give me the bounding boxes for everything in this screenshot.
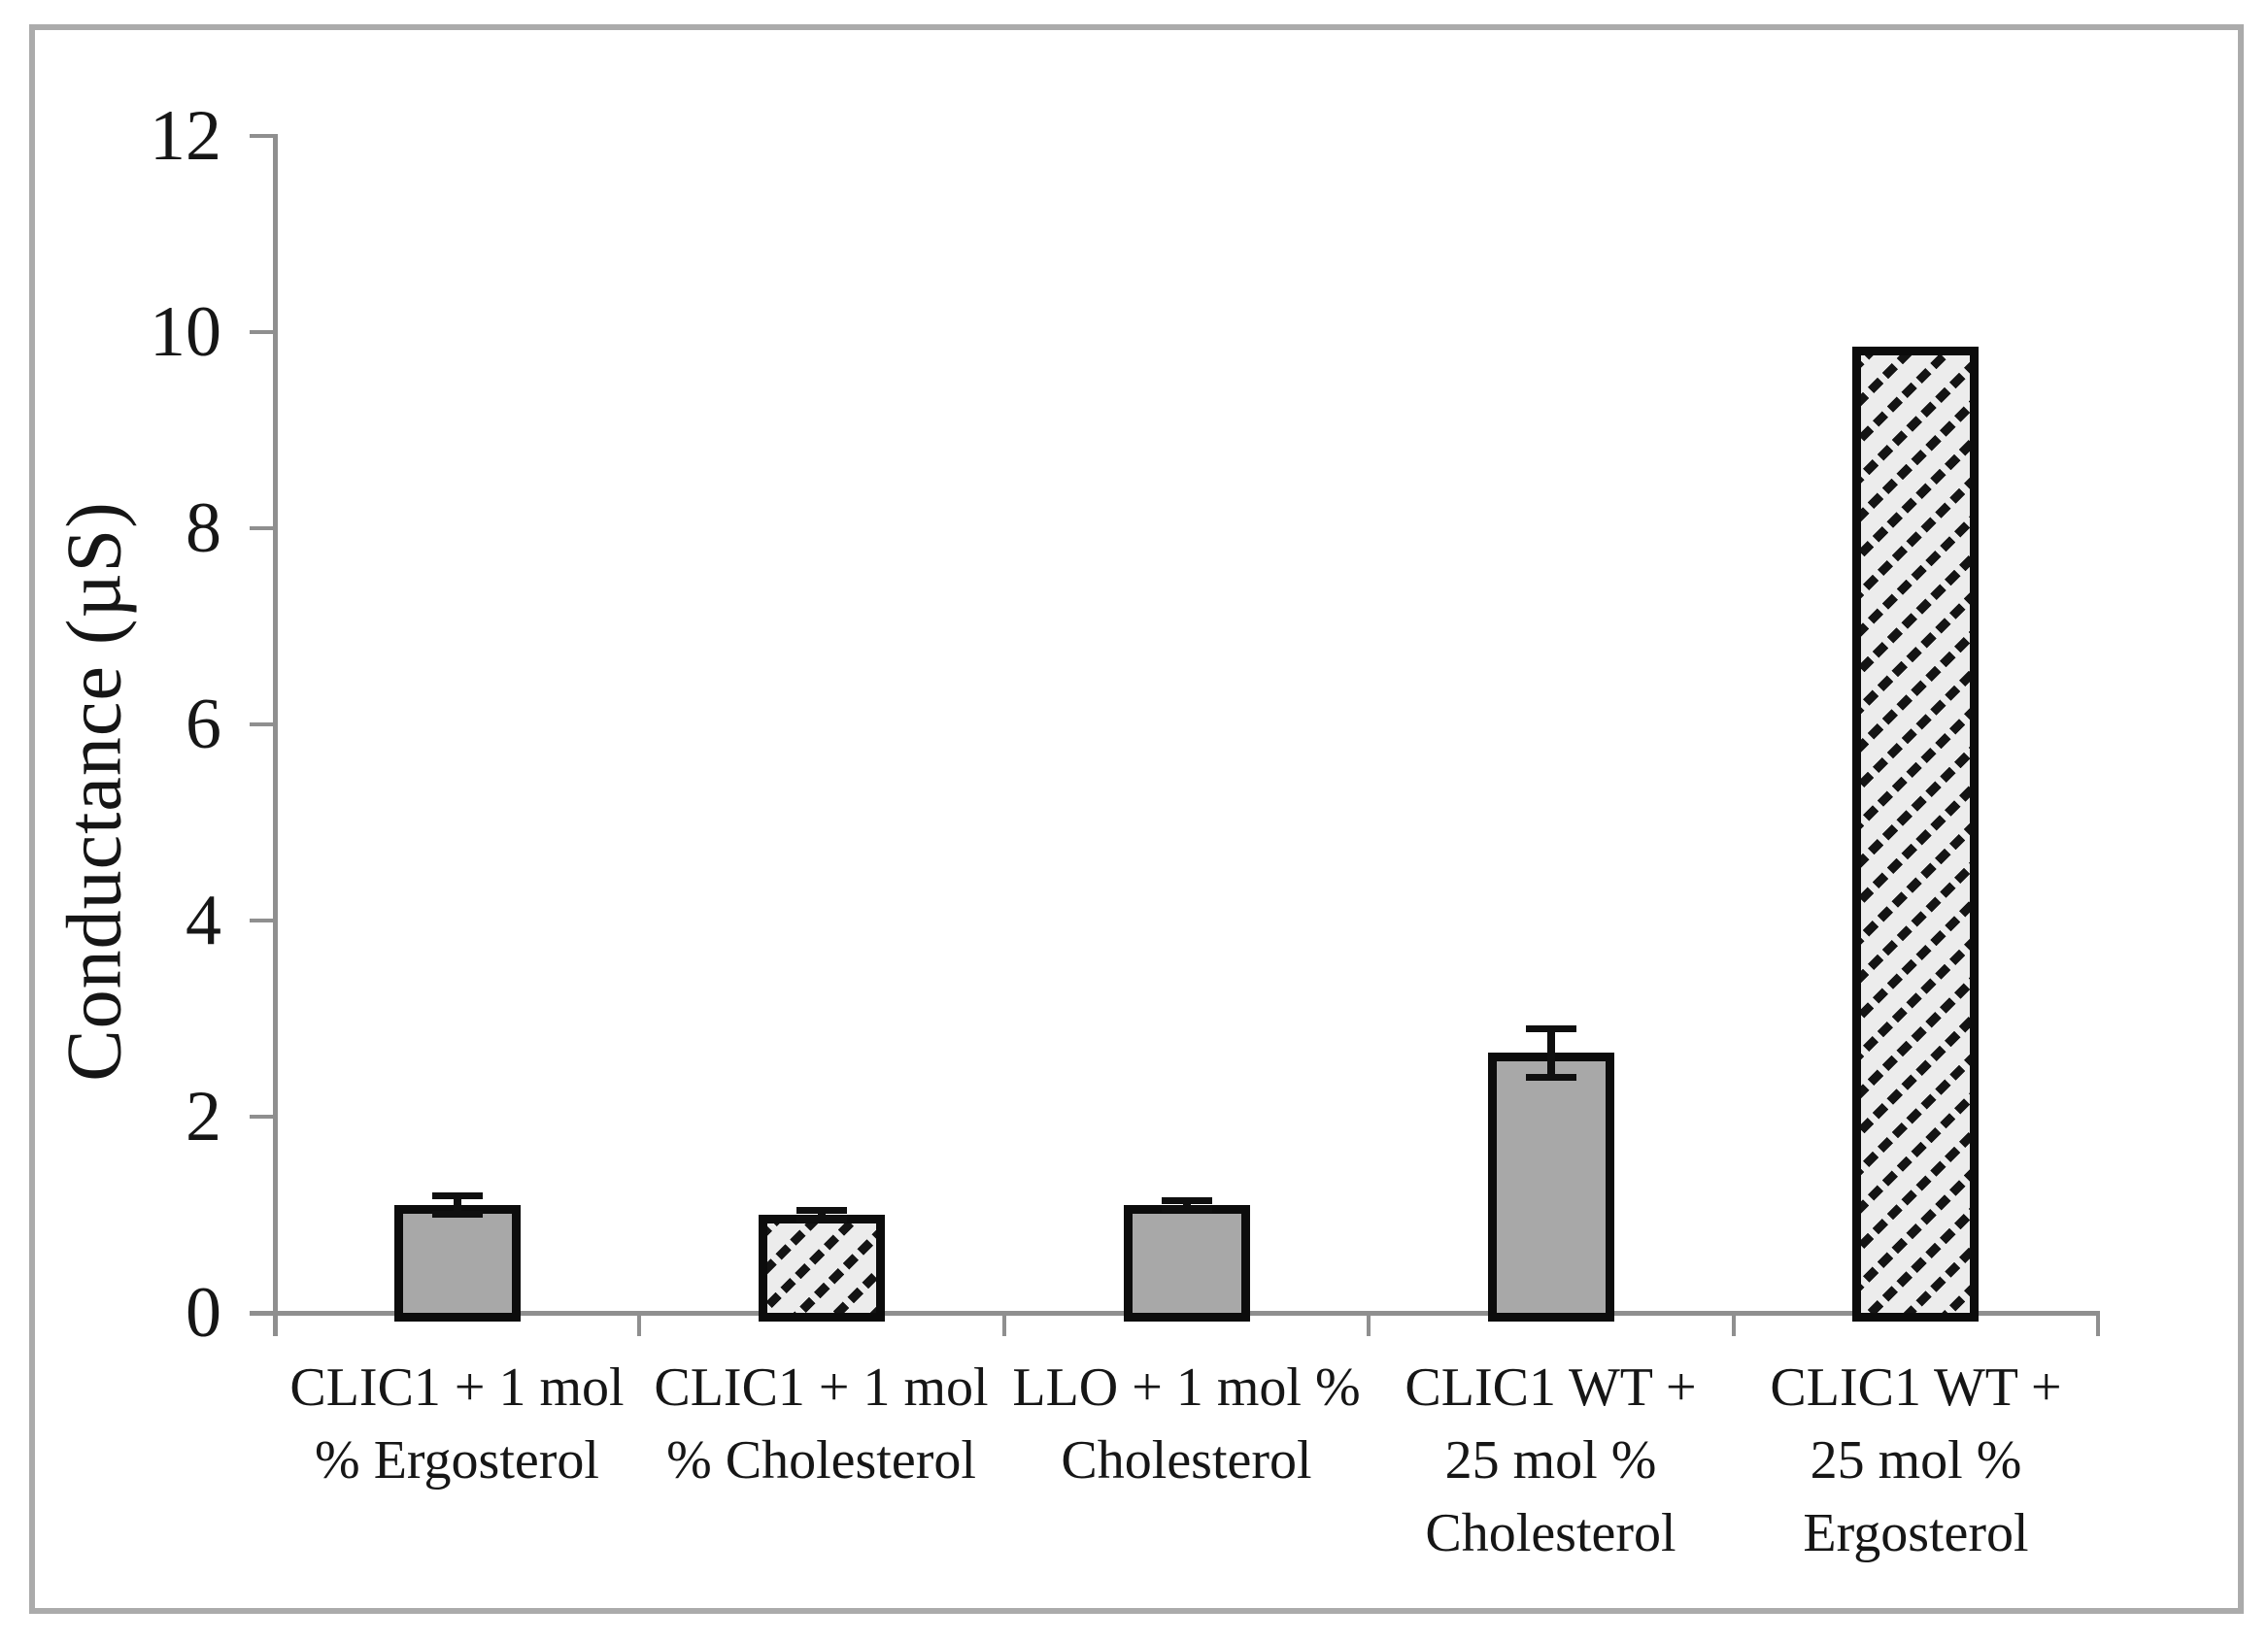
x-tick (1002, 1313, 1006, 1336)
error-bar-cap-top (1162, 1197, 1212, 1204)
y-tick (250, 722, 275, 726)
y-tick-label: 0 (186, 1273, 221, 1353)
bar-hatched (1852, 347, 1979, 1322)
y-tick-label: 6 (186, 685, 221, 764)
y-tick (250, 1115, 275, 1119)
error-bar-cap-top (432, 1192, 483, 1199)
error-bar-stem (818, 1210, 826, 1220)
x-category-label: CLIC1 WT + 25 mol % Cholesterol (1405, 1357, 1697, 1563)
error-bar-cap-bottom (432, 1211, 483, 1218)
y-tick-label: 8 (186, 488, 221, 568)
error-bar-cap-top (1526, 1025, 1576, 1032)
y-tick-label: 10 (150, 292, 221, 372)
x-category-label: CLIC1 + 1 mol % Cholesterol (654, 1357, 989, 1491)
y-tick (250, 919, 275, 922)
error-bar-cap-bottom (796, 1216, 847, 1223)
error-bar-cap-bottom (1526, 1074, 1576, 1081)
error-bar-cap-top (796, 1207, 847, 1214)
x-tick (2096, 1313, 2100, 1336)
x-tick (1367, 1313, 1371, 1336)
y-tick (250, 330, 275, 334)
error-bar-stem (454, 1195, 461, 1215)
y-tick (250, 134, 275, 138)
bar-solid (1488, 1053, 1614, 1322)
bar-solid (394, 1205, 521, 1322)
x-category-label: CLIC1 WT + 25 mol % Ergosterol (1770, 1357, 2062, 1563)
bar-hatched (759, 1215, 885, 1322)
x-category-label: CLIC1 + 1 mol % Ergosterol (289, 1357, 625, 1491)
y-tick-label: 2 (186, 1077, 221, 1156)
bar-solid (1124, 1205, 1250, 1322)
error-bar-cap-bottom (1162, 1206, 1212, 1213)
y-tick (250, 1311, 275, 1315)
y-tick-label: 4 (186, 881, 221, 960)
error-bar-stem (1183, 1200, 1191, 1210)
error-bar-stem (1547, 1028, 1555, 1078)
y-tick-label: 12 (150, 96, 221, 176)
y-axis-line (273, 134, 278, 1336)
x-tick (1732, 1313, 1736, 1336)
y-tick (250, 526, 275, 530)
x-category-label: LLO + 1 mol % Cholesterol (1012, 1357, 1361, 1491)
x-tick (637, 1313, 641, 1336)
